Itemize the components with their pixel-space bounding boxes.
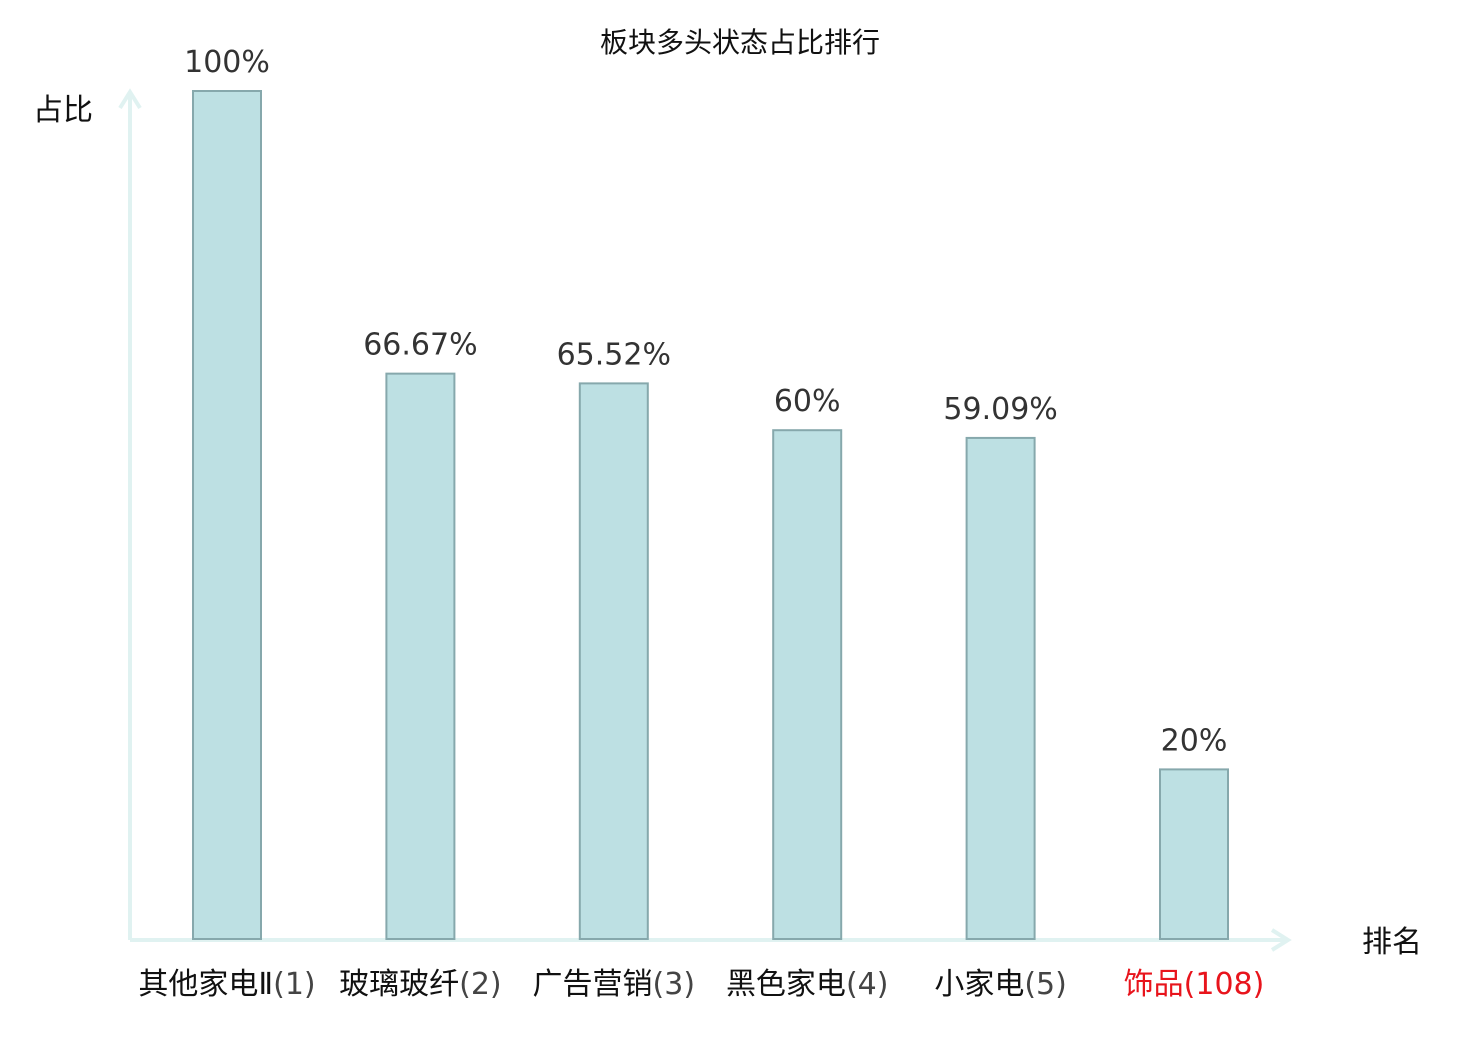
bar-value-label: 65.52% [557,337,671,372]
category-label: 小家电(5) [934,967,1067,1002]
bar [965,436,1036,940]
category-label: 其他家电Ⅱ(1) [138,967,315,1002]
bar-value-label: 100% [184,45,270,80]
category-label: 广告营销(3) [533,967,696,1002]
bar [772,429,843,940]
bar [192,90,262,940]
category-label: 饰品(108) [1124,967,1265,1002]
bar [578,382,649,941]
chart-title: 板块多头状态占比排行 [600,26,880,59]
bar-value-label: 20% [1161,723,1228,758]
y-axis-label: 占比 [33,93,93,128]
y-axis-arrow [118,88,142,110]
x-axis-label: 排名 [1362,925,1422,960]
x-axis-arrow [1270,928,1292,952]
bar-value-label: 59.09% [943,392,1057,427]
category-label: 玻璃玻纤(2) [339,967,502,1002]
bar-series: 100% 其他家电Ⅱ(1) 66.67% 玻璃玻纤(2) 65.52% 广告营销(3) 60… [138,45,1264,1002]
bar [385,372,456,940]
category-label: 黑色家电(4) [726,967,889,1002]
bar-value-label: 60% [774,384,841,419]
bar-value-label: 66.67% [363,328,477,363]
bar [1159,768,1229,941]
